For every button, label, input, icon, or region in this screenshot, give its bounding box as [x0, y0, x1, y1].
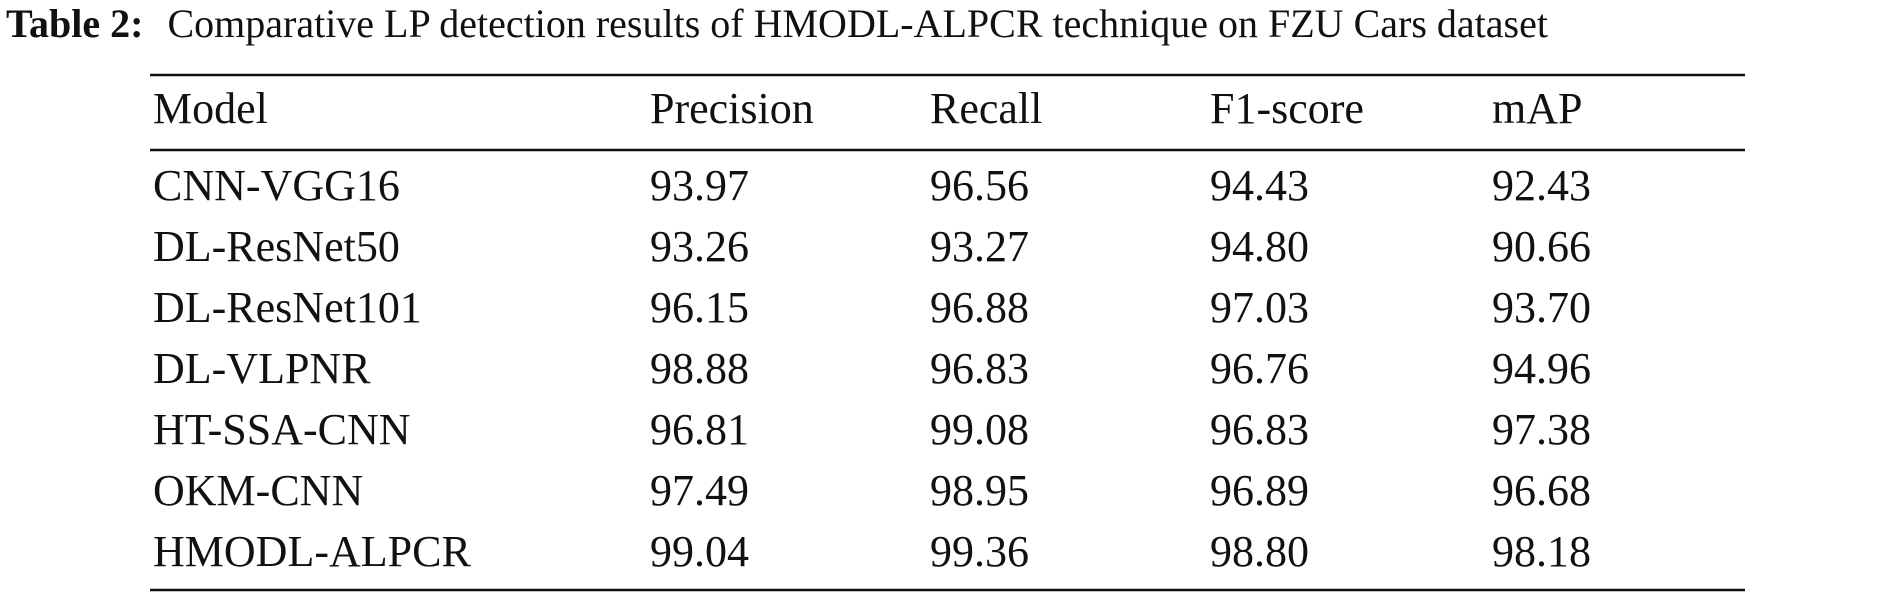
model-cell: DL-ResNet50 [153, 222, 400, 271]
value-cell: 94.43 [1210, 161, 1309, 210]
header-cell: Model [153, 84, 268, 133]
value-cell: 96.83 [930, 344, 1029, 393]
value-cell: 93.97 [650, 161, 749, 210]
value-cell: 93.27 [930, 222, 1029, 271]
header-cell: mAP [1492, 84, 1582, 133]
caption-label: Table 2: [6, 1, 143, 46]
value-cell: 94.80 [1210, 222, 1309, 271]
value-cell: 96.68 [1492, 466, 1591, 515]
model-cell: DL-ResNet101 [153, 283, 422, 332]
value-cell: 97.38 [1492, 405, 1591, 454]
value-cell: 97.03 [1210, 283, 1309, 332]
value-cell: 98.88 [650, 344, 749, 393]
caption-text: Comparative LP detection results of HMOD… [167, 1, 1548, 46]
value-cell: 93.70 [1492, 283, 1591, 332]
caption: Table 2: Comparative LP detection result… [6, 1, 1548, 46]
value-cell: 96.81 [650, 405, 749, 454]
value-cell: 99.04 [650, 527, 749, 576]
value-cell: 96.88 [930, 283, 1029, 332]
value-cell: 99.08 [930, 405, 1029, 454]
model-cell: CNN-VGG16 [153, 161, 400, 210]
header-cell: F1-score [1210, 84, 1364, 133]
value-cell: 98.95 [930, 466, 1029, 515]
value-cell: 93.26 [650, 222, 749, 271]
value-cell: 94.96 [1492, 344, 1591, 393]
value-cell: 98.80 [1210, 527, 1309, 576]
model-cell: DL-VLPNR [153, 344, 371, 393]
header-cell: Precision [650, 84, 814, 133]
value-cell: 92.43 [1492, 161, 1591, 210]
model-cell: OKM-CNN [153, 466, 363, 515]
value-cell: 99.36 [930, 527, 1029, 576]
model-cell: HMODL-ALPCR [153, 527, 471, 576]
value-cell: 90.66 [1492, 222, 1591, 271]
value-cell: 96.76 [1210, 344, 1309, 393]
value-cell: 96.56 [930, 161, 1029, 210]
value-cell: 96.15 [650, 283, 749, 332]
value-cell: 97.49 [650, 466, 749, 515]
value-cell: 98.18 [1492, 527, 1591, 576]
value-cell: 96.89 [1210, 466, 1309, 515]
header-cell: Recall [930, 84, 1042, 133]
model-cell: HT-SSA-CNN [153, 405, 411, 454]
value-cell: 96.83 [1210, 405, 1309, 454]
